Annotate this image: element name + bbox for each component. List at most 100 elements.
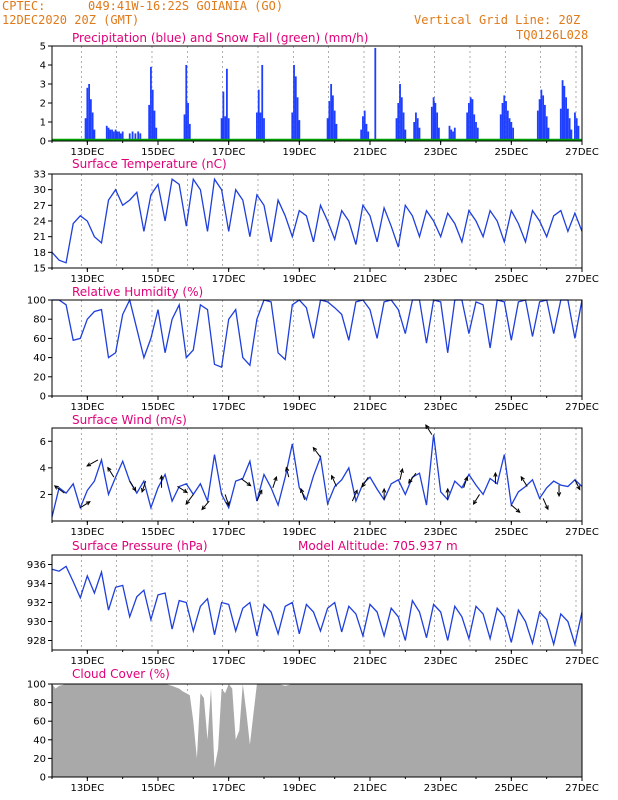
wind-arrow	[285, 467, 290, 478]
series-line	[51, 434, 583, 518]
x-tick-label: 27DEC	[565, 402, 599, 413]
panel-3: 0 20 40 60 80 100 13DEC 15DEC 17DEC 19DEC 21DEC 23D…	[27, 285, 599, 413]
precip-bar	[475, 122, 477, 141]
wind-arrow	[272, 476, 277, 488]
x-tick-label: 13DEC	[70, 656, 104, 667]
precip-bar	[112, 131, 115, 141]
precip-bar	[542, 95, 545, 141]
y-tick-label: 2	[40, 490, 46, 501]
wind-arrow	[520, 476, 528, 487]
x-tick-label: 21DEC	[353, 527, 387, 538]
x-tick-label: 15DEC	[141, 274, 175, 285]
precip-bar	[473, 114, 476, 141]
precip-bar	[93, 129, 96, 141]
precip-bar	[111, 129, 113, 141]
precip-bar	[404, 129, 407, 141]
x-tick-label: 21DEC	[353, 274, 387, 285]
y-tick-label: 20	[33, 754, 46, 765]
x-tick-label: 15DEC	[141, 656, 175, 667]
panel-frame	[51, 427, 583, 522]
wind-arrow-head	[300, 487, 305, 493]
header-location: 049:41W-16:22S GOIANIA (GO)	[88, 0, 284, 13]
x-tick-label: 27DEC	[565, 147, 599, 158]
precip-bar	[452, 131, 454, 141]
wind-arrow-head	[85, 501, 91, 506]
y-tick-label: 30	[33, 185, 46, 196]
wind-arrow	[511, 504, 521, 513]
wind-arrow	[177, 486, 188, 493]
precip-bar	[151, 89, 154, 141]
y-tick-label: 24	[33, 217, 46, 228]
precip-bar	[566, 108, 569, 141]
precip-bar	[185, 65, 188, 141]
precip-bar	[263, 118, 265, 141]
y-tick-label: 60	[33, 717, 46, 728]
precip-bar	[328, 101, 331, 141]
x-tick-label: 25DEC	[494, 527, 528, 538]
wind-arrow-head	[381, 487, 387, 493]
x-tick-label: 15DEC	[141, 147, 175, 158]
x-tick-label: 21DEC	[353, 147, 387, 158]
precip-bar	[432, 97, 435, 141]
wind-arrow	[351, 490, 358, 502]
x-tick-label: 17DEC	[212, 274, 246, 285]
precip-bar	[565, 97, 567, 141]
x-tick-label: 25DEC	[494, 274, 528, 285]
x-tick-label: 27DEC	[565, 527, 599, 538]
precip-bar	[131, 131, 134, 141]
precip-bar	[105, 125, 108, 141]
y-tick-label: 5	[40, 42, 46, 53]
panel-title: Precipitation (blue) and Snow Fall (gree…	[72, 31, 368, 45]
wind-arrow-head	[107, 466, 112, 472]
x-tick-label: 15DEC	[141, 527, 175, 538]
wind-arrow	[463, 476, 468, 488]
x-tick-label: 17DEC	[212, 402, 246, 413]
y-tick-label: 27	[33, 201, 46, 212]
precip-bar	[434, 103, 437, 141]
wind-arrow	[185, 494, 194, 505]
y-tick-label: 100	[27, 680, 46, 691]
wind-arrow-head	[353, 489, 358, 495]
panel-title: Surface Pressure (hPa)	[72, 539, 208, 553]
wind-arrow-head	[185, 500, 190, 505]
precip-bar	[506, 110, 509, 141]
panel-title: Surface Temperature (nC)	[72, 157, 227, 171]
y-tick-label: 80	[33, 315, 46, 326]
precip-bar	[139, 133, 142, 141]
precip-bar	[547, 127, 550, 141]
x-tick-label: 17DEC	[212, 527, 246, 538]
wind-arrow-head	[520, 475, 525, 481]
precip-bar	[109, 129, 112, 141]
precip-bar	[259, 112, 262, 141]
wind-arrow	[129, 480, 137, 492]
precip-bar	[155, 127, 158, 141]
precip-bar	[510, 122, 513, 141]
x-tick-label: 19DEC	[282, 527, 316, 538]
precip-bar	[545, 116, 548, 141]
header-source: CPTEC:	[2, 0, 46, 13]
x-tick-label: 13DEC	[70, 274, 104, 285]
y-tick-label: 18	[33, 248, 46, 259]
precip-bar	[293, 65, 295, 141]
x-tick-label: 27DEC	[565, 783, 599, 794]
precip-bar	[187, 103, 189, 141]
precip-bar	[503, 95, 506, 141]
series-line	[52, 298, 583, 369]
series-line	[51, 565, 583, 647]
precip-bar	[448, 125, 451, 141]
wind-arrow-head	[312, 446, 318, 452]
precip-bar	[508, 118, 511, 141]
series-line	[51, 177, 583, 264]
precip-bar	[544, 104, 546, 141]
precip-bar	[120, 133, 122, 141]
precip-bar	[148, 104, 151, 141]
precip-bar	[188, 123, 191, 141]
x-tick-label: 23DEC	[424, 783, 458, 794]
x-tick-label: 23DEC	[424, 147, 458, 158]
precip-bar	[365, 123, 368, 141]
precip-bar	[91, 112, 94, 141]
precip-bar	[501, 103, 504, 141]
y-tick-label: 1	[40, 118, 46, 129]
wind-arrow	[300, 488, 306, 500]
